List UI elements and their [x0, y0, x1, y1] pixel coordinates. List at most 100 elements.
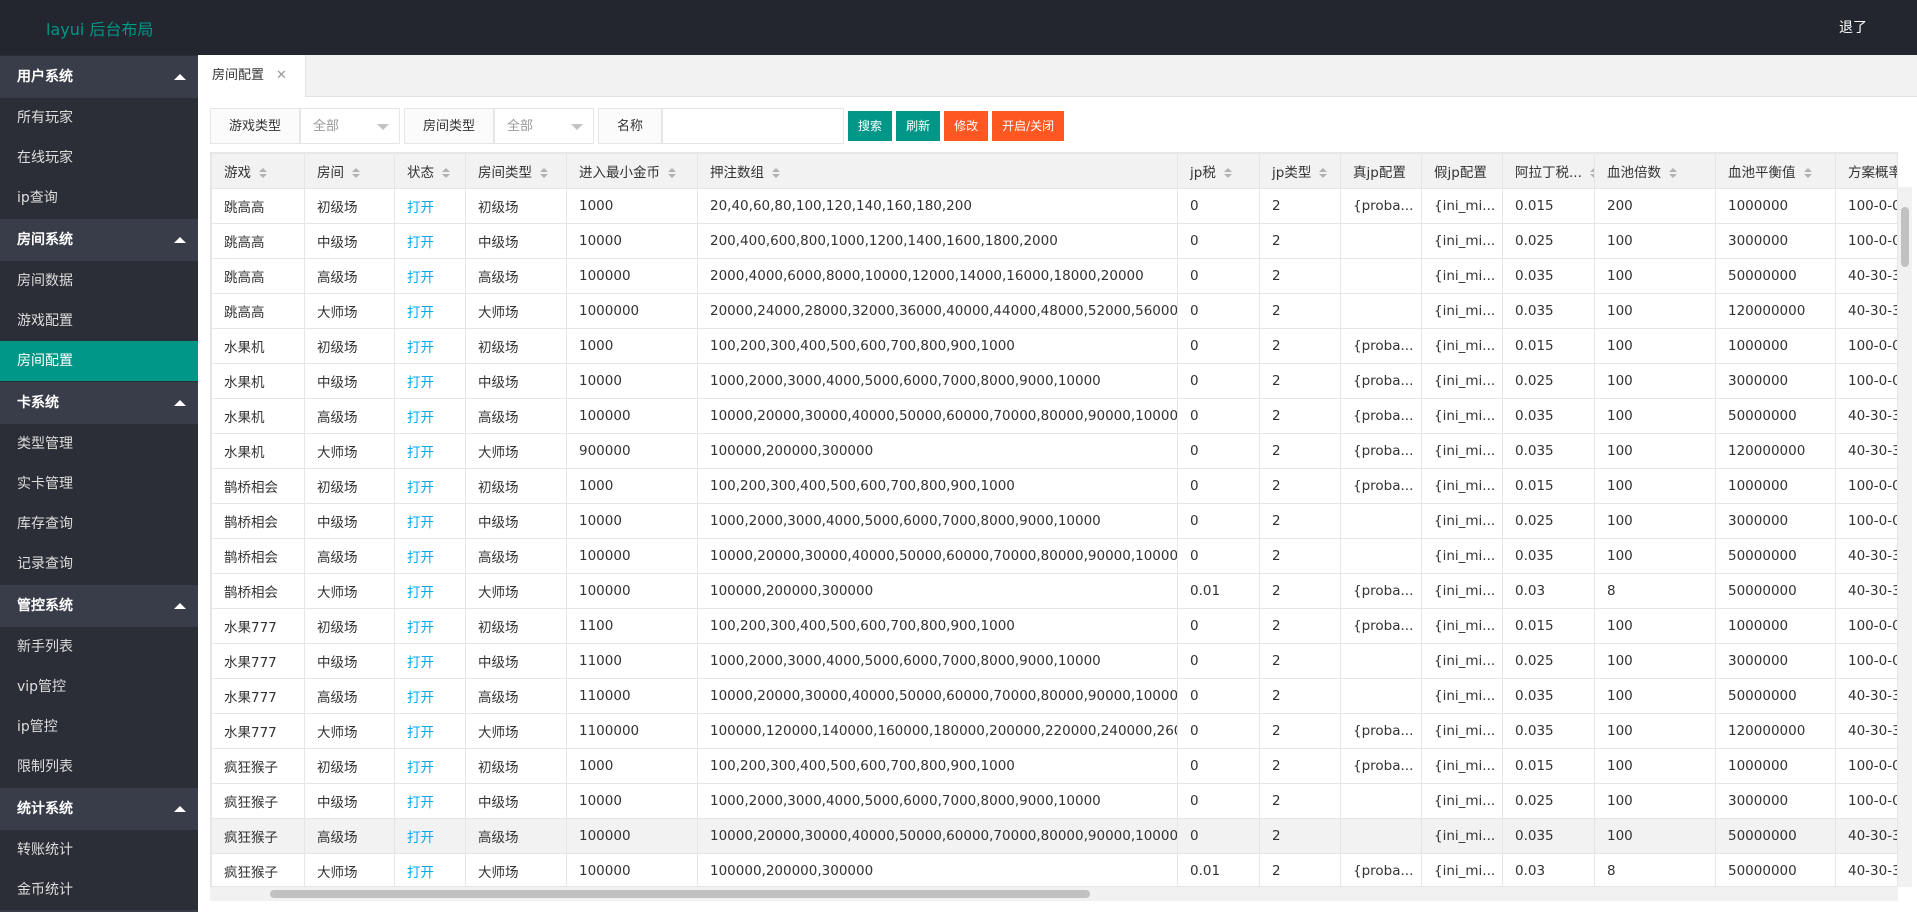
column-title[interactable]: 方案概率	[1848, 165, 1898, 181]
menu-item[interactable]: 限制列表	[0, 747, 198, 787]
column-title[interactable]: 房间	[317, 165, 344, 181]
sort-icon[interactable]	[1319, 167, 1328, 179]
column-header[interactable]: 假jp配置	[1421, 153, 1503, 189]
column-title[interactable]: 血池平衡值	[1728, 165, 1796, 181]
name-input[interactable]	[662, 108, 845, 144]
status-link[interactable]: 打开	[407, 235, 434, 251]
menu-item[interactable]: 房间数据	[0, 261, 198, 301]
select[interactable]: 全部	[494, 108, 595, 144]
column-header[interactable]: 方案概率	[1835, 153, 1898, 189]
sort-icon[interactable]	[1223, 167, 1232, 179]
status-link[interactable]: 打开	[407, 830, 434, 846]
cell-text: 2	[1272, 828, 1281, 844]
cell-text: 100000	[579, 408, 631, 424]
menu-item[interactable]: 记录查询	[0, 544, 198, 584]
menu-item[interactable]: 金币统计	[0, 870, 198, 910]
column-header[interactable]: 房间类型	[465, 153, 567, 189]
status-link[interactable]: 打开	[407, 410, 434, 426]
cell-text: 大师场	[317, 445, 358, 461]
sort-icon[interactable]	[259, 167, 267, 179]
button[interactable]: 开启/关闭	[992, 111, 1065, 141]
status-link[interactable]: 打开	[407, 305, 434, 321]
column-title[interactable]: 房间类型	[478, 165, 532, 181]
tab-close[interactable]: ✕	[276, 68, 287, 83]
column-header[interactable]: 血池平衡值	[1715, 153, 1836, 189]
menu-item[interactable]: 类型管理	[0, 424, 198, 464]
sort-icon[interactable]	[540, 167, 548, 179]
button[interactable]: 刷新	[896, 111, 941, 141]
sort-icon[interactable]	[668, 167, 676, 179]
menu-item[interactable]: 新手列表	[0, 627, 198, 667]
button[interactable]: 修改	[944, 111, 989, 141]
column-title[interactable]: 阿拉丁税...	[1515, 165, 1582, 181]
menu-item[interactable]: 房间配置	[0, 341, 198, 381]
status-link[interactable]: 打开	[407, 865, 434, 881]
logo[interactable]: layui 后台布局	[46, 20, 154, 39]
menu-group[interactable]: 统计系统	[0, 787, 198, 830]
tab-label[interactable]: 房间配置	[212, 68, 265, 83]
column-title[interactable]: 真jp配置	[1353, 165, 1406, 181]
column-title[interactable]: 假jp配置	[1434, 165, 1487, 181]
sort-icon[interactable]	[352, 167, 360, 179]
column-title[interactable]: 押注数组	[710, 165, 764, 181]
column-header[interactable]: 进入最小金币	[566, 153, 698, 189]
status-link[interactable]: 打开	[407, 375, 434, 391]
column-header[interactable]: 房间	[304, 153, 395, 189]
status-link[interactable]: 打开	[407, 550, 434, 566]
column-title[interactable]: jp税	[1190, 165, 1216, 181]
sort-icon[interactable]	[1669, 167, 1677, 179]
menu-item[interactable]: 所有玩家	[0, 98, 198, 138]
button[interactable]: 搜索	[848, 111, 893, 141]
menu-item[interactable]: 在线玩家	[0, 138, 198, 178]
menu-group[interactable]: 管控系统	[0, 584, 198, 627]
status-link[interactable]: 打开	[407, 725, 434, 741]
column-title[interactable]: 血池倍数	[1607, 165, 1661, 181]
column-header[interactable]: 血池倍数	[1594, 153, 1716, 189]
tab[interactable]: 房间配置 ✕	[198, 55, 306, 97]
column-header[interactable]: 押注数组	[697, 153, 1178, 189]
cell-text: {proba...	[1353, 443, 1414, 459]
status-link[interactable]: 打开	[407, 200, 434, 216]
cell: 0.015	[1502, 748, 1595, 784]
menu-group[interactable]: 卡系统	[0, 381, 198, 424]
status-link[interactable]: 打开	[407, 690, 434, 706]
status-link[interactable]: 打开	[407, 515, 434, 531]
menu-item[interactable]: 游戏配置	[0, 301, 198, 341]
status-link[interactable]: 打开	[407, 585, 434, 601]
menu-item[interactable]: 实卡管理	[0, 464, 198, 504]
status-link[interactable]: 打开	[407, 480, 434, 496]
sort-icon[interactable]	[1803, 167, 1812, 179]
column-header[interactable]: jp税	[1177, 153, 1260, 189]
status-link[interactable]: 打开	[407, 340, 434, 356]
column-title[interactable]: 游戏	[224, 165, 251, 181]
logout[interactable]: 退了	[1839, 20, 1867, 36]
column-title[interactable]: 进入最小金币	[579, 165, 660, 181]
menu-group[interactable]: 用户系统	[0, 55, 198, 98]
menu-item[interactable]: ip查询	[0, 178, 198, 218]
menu-item[interactable]: 库存查询	[0, 504, 198, 544]
column-header[interactable]: 真jp配置	[1340, 153, 1422, 189]
status-link[interactable]: 打开	[407, 620, 434, 636]
column-header[interactable]: jp类型	[1259, 153, 1341, 189]
status-link[interactable]: 打开	[407, 270, 434, 286]
column-header[interactable]: 游戏	[211, 153, 305, 189]
column-title[interactable]: 状态	[407, 165, 434, 181]
status-link[interactable]: 打开	[407, 655, 434, 671]
select[interactable]: 全部	[300, 108, 401, 144]
menu-item[interactable]: ip管控	[0, 707, 198, 747]
status-link[interactable]: 打开	[407, 760, 434, 776]
menu-item[interactable]: vip管控	[0, 667, 198, 707]
v-scrollbar[interactable]	[1898, 187, 1912, 887]
sort-icon[interactable]	[442, 167, 450, 179]
h-scrollbar[interactable]	[210, 887, 1898, 901]
cell: 0.035	[1502, 713, 1595, 749]
column-header[interactable]: 阿拉丁税...	[1502, 153, 1595, 189]
column-header[interactable]: 状态	[394, 153, 466, 189]
menu-item[interactable]: 转账统计	[0, 830, 198, 870]
status-link[interactable]: 打开	[407, 445, 434, 461]
sort-icon[interactable]	[772, 167, 780, 179]
column-title[interactable]: jp类型	[1272, 165, 1312, 181]
sort-icon[interactable]	[1589, 167, 1594, 179]
status-link[interactable]: 打开	[407, 795, 434, 811]
menu-group[interactable]: 房间系统	[0, 218, 198, 261]
